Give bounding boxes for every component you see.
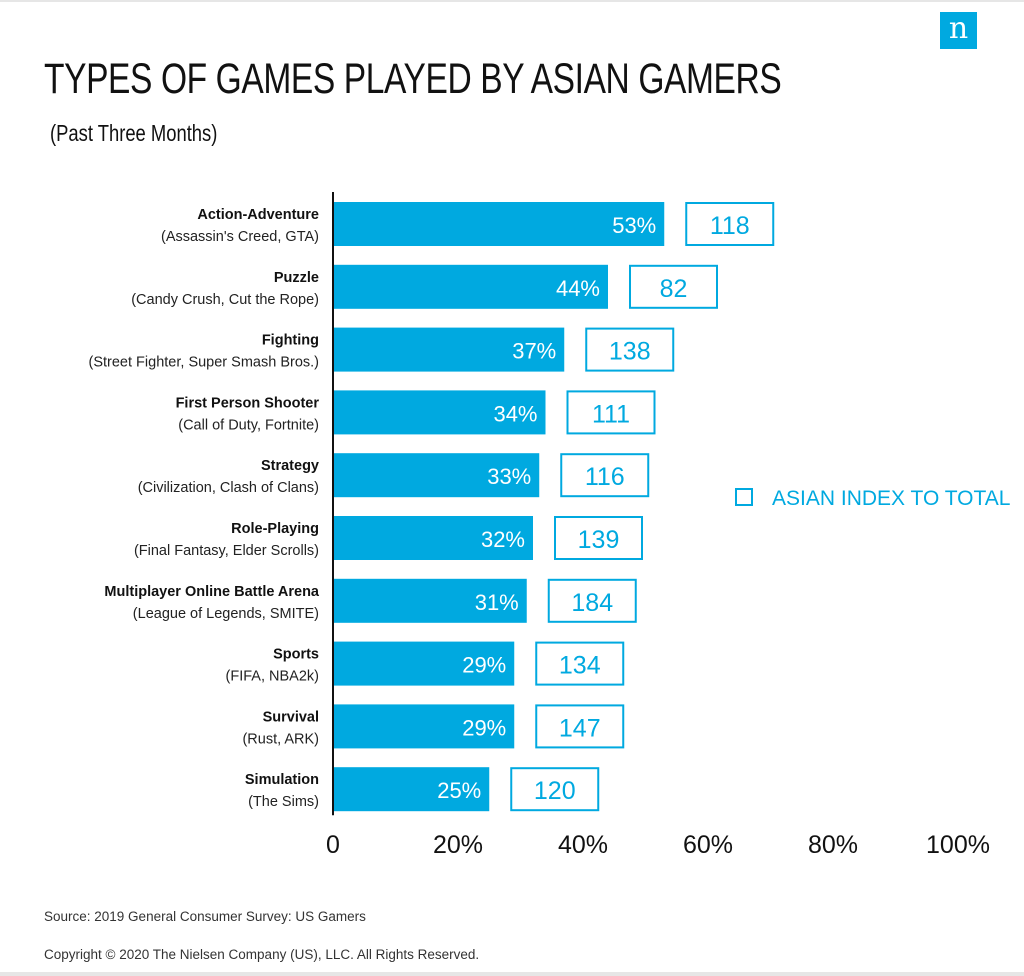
bar-value-label: 29% [462,715,506,740]
category-examples: (Street Fighter, Super Smash Bros.) [89,355,319,371]
source-note: Source: 2019 General Consumer Survey: US… [44,909,366,924]
index-value: 139 [578,526,620,554]
legend-label: ASIAN INDEX TO TOTAL [772,487,1010,510]
bar-value-label: 25% [437,778,481,803]
bar [333,327,565,372]
index-value: 118 [710,212,750,240]
category-name: Puzzle [274,270,319,286]
legend-swatch [735,488,753,506]
chart-subtitle: (Past Three Months) [50,120,218,146]
bar-value-label: 33% [487,464,531,489]
category-name: Strategy [261,458,319,474]
index-value: 138 [609,338,651,366]
top-divider [0,0,1024,2]
index-boxes-group: 118 82 138 111 116 139 184 134 147 120 [510,202,775,812]
bar-chart: 53% 44% 37% 34% 33% 32% 31% 29% 29% 25% Action-Ad… [89,192,1010,859]
index-value: 184 [571,589,613,617]
bar-value-label: 29% [462,653,506,678]
index-value: 120 [534,777,576,805]
bar [333,202,665,246]
index-value: 147 [559,714,601,742]
category-examples: (FIFA, NBA2k) [226,669,319,685]
category-examples: (Civilization, Clash of Clans) [138,480,319,496]
category-examples: (Rust, ARK) [242,731,319,747]
bar [333,516,533,560]
category-examples: (Candy Crush, Cut the Rope) [131,292,319,308]
x-tick-label: 100% [926,831,990,859]
x-axis-ticks-group: 0 20% 40% 60% 80% 100% [326,831,990,859]
index-value: 111 [592,400,630,428]
category-name: Simulation [245,772,319,788]
nielsen-logo: n [940,12,977,49]
bar [333,453,540,498]
index-box [554,516,643,560]
category-labels-group: Action-Adventure (Assassin's Creed, GTA) P… [89,207,320,810]
index-box [566,390,656,435]
category-name: Action-Adventure [197,207,319,223]
x-tick-label: 0 [326,831,340,859]
index-box [685,202,775,246]
index-box [535,704,625,749]
category-name: Multiplayer Online Battle Arena [104,584,320,600]
bar [333,578,527,623]
x-tick-label: 80% [808,831,858,859]
bar-value-label: 44% [556,276,600,301]
category-name: First Person Shooter [176,395,320,411]
category-examples: (Call of Duty, Fortnite) [178,417,319,433]
index-box [547,578,637,623]
x-tick-label: 20% [433,831,483,859]
copyright-note: Copyright © 2020 The Nielsen Company (US… [44,947,480,962]
bar-value-label: 53% [612,213,656,238]
bar-value-label: 32% [481,527,525,552]
bar [333,264,608,309]
bottom-divider [0,972,1024,976]
index-box [535,641,625,686]
index-value: 82 [660,275,688,303]
bar-value-label: 37% [512,339,556,364]
x-tick-label: 40% [558,831,608,859]
index-box [560,453,650,498]
bar-value-label: 31% [475,590,519,615]
category-name: Sports [273,647,319,663]
index-value: 134 [559,652,601,680]
category-examples: (The Sims) [248,794,319,810]
category-name: Survival [263,709,319,725]
bar-value-label: 34% [493,401,537,426]
index-box [510,767,600,812]
index-box [629,264,718,309]
bars-group: 53% 44% 37% 34% 33% 32% 31% 29% 29% 25% [333,202,665,812]
x-tick-label: 60% [683,831,733,859]
bar [333,390,546,435]
category-examples: (League of Legends, SMITE) [133,606,319,622]
category-name: Fighting [262,333,319,349]
bar [333,704,515,749]
category-examples: (Final Fantasy, Elder Scrolls) [134,543,319,559]
legend: ASIAN INDEX TO TOTAL [735,487,1010,510]
chart-title: TYPES OF GAMES PLAYED BY ASIAN GAMERS [44,55,782,103]
bar [333,767,490,812]
index-box [585,327,675,372]
category-examples: (Assassin's Creed, GTA) [161,229,319,245]
index-value: 116 [585,463,625,491]
category-name: Role-Playing [231,521,319,537]
bar [333,641,515,686]
